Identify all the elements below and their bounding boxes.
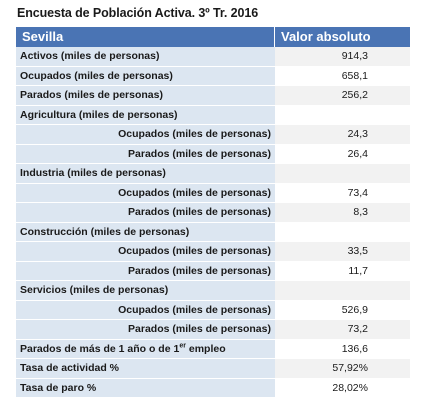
row-label: Parados (miles de personas) <box>16 203 275 223</box>
row-value: 136,6 <box>275 340 410 359</box>
row-label-text: Parados (miles de personas) <box>20 89 163 101</box>
table-row: Ocupados (miles de personas) 24,3 <box>16 125 410 145</box>
header-value: Valor absoluto <box>281 29 371 44</box>
table-row: Ocupados (miles de personas) 73,4 <box>16 183 410 203</box>
row-value: 8,3 <box>275 203 410 223</box>
table-body: Activos (miles de personas) 914,3 Ocupados… <box>16 47 410 398</box>
row-label: Activos (miles de personas) <box>16 47 275 67</box>
row-label-superscript: er <box>179 342 186 349</box>
row-label-text: Construcción (miles de personas) <box>20 225 190 238</box>
table-row: Parados de más de 1 año o de 1er empleo 1… <box>16 339 410 359</box>
row-value <box>275 106 410 125</box>
header-region: Sevilla <box>16 27 275 47</box>
row-label: Ocupados (miles de personas) <box>16 66 275 86</box>
row-label: Ocupados (miles de personas) <box>16 183 275 203</box>
row-label: Agricultura (miles de personas) <box>16 105 275 125</box>
row-value <box>275 223 410 242</box>
row-value: 26,4 <box>275 145 410 164</box>
row-label-suffix: empleo <box>185 342 226 355</box>
table-header: Sevilla Valor absoluto <box>16 27 410 47</box>
table-row: Activos (miles de personas) 914,3 <box>16 47 410 67</box>
row-value: 73,4 <box>275 184 410 203</box>
table-row: Parados (miles de personas) 256,2 <box>16 86 410 106</box>
row-label: Parados de más de 1 año o de 1er empleo <box>16 339 275 359</box>
row-value: 526,9 <box>275 301 410 320</box>
table-row: Tasa de actividad % 57,92% <box>16 359 410 379</box>
row-label: Servicios (miles de personas) <box>16 281 275 301</box>
table-row: Parados (miles de personas) 73,2 <box>16 320 410 340</box>
row-label-text: Parados (miles de personas) <box>128 264 271 277</box>
row-label: Industria (miles de personas) <box>16 164 275 184</box>
row-label-text: Activos (miles de personas) <box>20 50 160 62</box>
row-value <box>275 164 410 184</box>
table-row: Ocupados (miles de personas) 658,1 <box>16 66 410 86</box>
row-value: 24,3 <box>275 125 410 145</box>
data-table: Sevilla Valor absoluto Activos (miles de… <box>16 27 410 398</box>
row-value: 11,7 <box>275 262 410 281</box>
row-label-text: Tasa de actividad % <box>20 362 120 374</box>
row-label: Construcción (miles de personas) <box>16 222 275 242</box>
row-label-text: Ocupados (miles de personas) <box>118 186 271 199</box>
row-label-text: Parados de más de 1 año o de 1 <box>20 342 180 355</box>
table-row: Tasa de paro % 28,02% <box>16 378 410 398</box>
row-label: Ocupados (miles de personas) <box>16 300 275 320</box>
table-row: Agricultura (miles de personas) <box>16 105 410 125</box>
row-label: Ocupados (miles de personas) <box>16 125 275 145</box>
table-row: Ocupados (miles de personas) 33,5 <box>16 242 410 262</box>
row-label-text: Ocupados (miles de personas) <box>118 303 271 316</box>
table-row: Ocupados (miles de personas) 526,9 <box>16 300 410 320</box>
row-value: 33,5 <box>275 242 410 262</box>
row-label-text: Parados (miles de personas) <box>128 147 271 160</box>
row-label-text: Parados (miles de personas) <box>128 323 271 335</box>
table-row: Parados (miles de personas) 26,4 <box>16 144 410 164</box>
row-label: Tasa de paro % <box>16 378 275 398</box>
row-value: 73,2 <box>275 320 410 340</box>
row-label: Parados (miles de personas) <box>16 261 275 281</box>
table-title: Encuesta de Población Activa. 3º Tr. 201… <box>17 6 259 20</box>
row-label-text: Parados (miles de personas) <box>128 206 271 218</box>
row-value: 28,02% <box>275 379 410 398</box>
row-label: Parados (miles de personas) <box>16 86 275 106</box>
row-label: Ocupados (miles de personas) <box>16 242 275 262</box>
row-label: Parados (miles de personas) <box>16 320 275 340</box>
table-row: Industria (miles de personas) <box>16 164 410 184</box>
row-label-text: Ocupados (miles de personas) <box>118 128 271 140</box>
row-value: 914,3 <box>275 47 410 67</box>
table-row: Construcción (miles de personas) <box>16 222 410 242</box>
table-row: Parados (miles de personas) 11,7 <box>16 261 410 281</box>
row-label: Parados (miles de personas) <box>16 144 275 164</box>
row-label-text: Ocupados (miles de personas) <box>118 245 271 257</box>
row-label-text: Tasa de paro % <box>20 381 97 394</box>
row-value <box>275 281 410 301</box>
row-value: 57,92% <box>275 359 410 379</box>
row-value: 658,1 <box>275 67 410 86</box>
row-label-text: Servicios (miles de personas) <box>20 284 169 296</box>
table-row: Parados (miles de personas) 8,3 <box>16 203 410 223</box>
row-label-text: Industria (miles de personas) <box>20 167 166 179</box>
row-value: 256,2 <box>275 86 410 106</box>
table-row: Servicios (miles de personas) <box>16 281 410 301</box>
row-label-text: Ocupados (miles de personas) <box>20 69 173 82</box>
row-label: Tasa de actividad % <box>16 359 275 379</box>
row-label-text: Agricultura (miles de personas) <box>20 108 178 121</box>
